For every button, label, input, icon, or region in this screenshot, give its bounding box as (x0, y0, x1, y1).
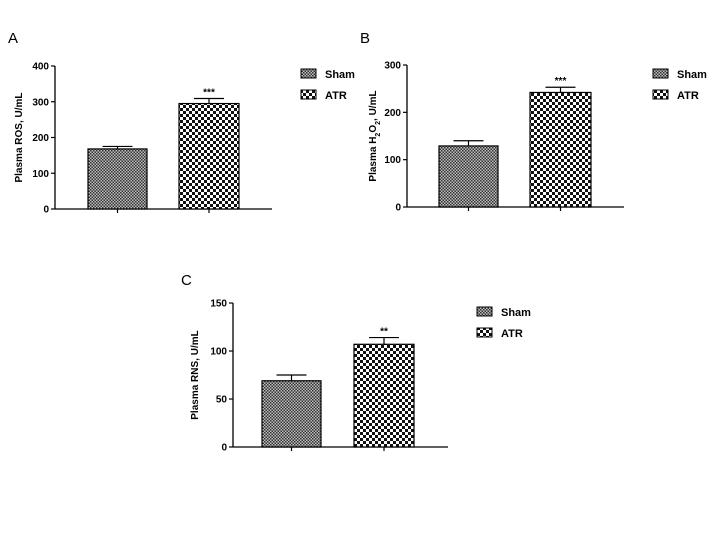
y-tick-label: 50 (216, 395, 228, 406)
panel-letter: C (181, 272, 192, 289)
legend-swatch-atr (476, 327, 493, 338)
bar-sham (261, 380, 322, 448)
y-tick-label: 200 (32, 133, 49, 144)
significance-label: *** (203, 88, 215, 99)
y-tick-label: 0 (395, 203, 401, 214)
legend-label: Sham (325, 69, 355, 81)
bar-atr (529, 91, 592, 208)
legend-swatch-atr (652, 89, 669, 100)
y-tick-label: 300 (32, 97, 49, 108)
y-tick-label: 0 (43, 205, 49, 216)
bar-atr (353, 343, 415, 448)
legend-label: Sham (677, 69, 707, 81)
legend-label: ATR (501, 328, 523, 340)
y-tick-label: 100 (210, 347, 227, 358)
bar-sham (87, 148, 148, 210)
bar-atr (178, 102, 240, 210)
y-tick-label: 400 (32, 62, 49, 73)
y-axis-title: Plasma H2O2, U/mL (368, 90, 382, 181)
y-tick-label: 300 (384, 61, 401, 72)
legend-swatch-sham (300, 68, 317, 79)
y-axis-title: Plasma RNS, U/mL (190, 330, 201, 419)
panel-letter: B (360, 30, 370, 47)
chart-panel-a: A 0 100 200 300 400 Plasma ROS, U/mL *** Sham ATR (8, 30, 355, 216)
legend-label: ATR (325, 90, 347, 102)
chart-panel-c: C 0 50 100 150 Plasma RNS, U/mL ** Sham ATR (181, 272, 531, 454)
y-tick-label: 100 (384, 155, 401, 166)
legend-swatch-sham (476, 306, 493, 317)
panel-letter: A (8, 30, 18, 47)
y-tick-label: 150 (210, 299, 227, 310)
significance-label: ** (380, 327, 388, 338)
significance-label: *** (555, 76, 567, 87)
legend-label: Sham (501, 307, 531, 319)
legend-label: ATR (677, 90, 699, 102)
y-tick-label: 100 (32, 169, 49, 180)
legend-swatch-sham (652, 68, 669, 79)
y-tick-label: 200 (384, 108, 401, 119)
bar-sham (438, 145, 499, 208)
y-tick-label: 0 (221, 443, 227, 454)
legend-swatch-atr (300, 89, 317, 100)
chart-panel-b: B 0 100 200 300 Plasma H2O2, U/mL *** Sham ATR (360, 30, 707, 214)
y-axis-title: Plasma ROS, U/mL (14, 92, 25, 182)
